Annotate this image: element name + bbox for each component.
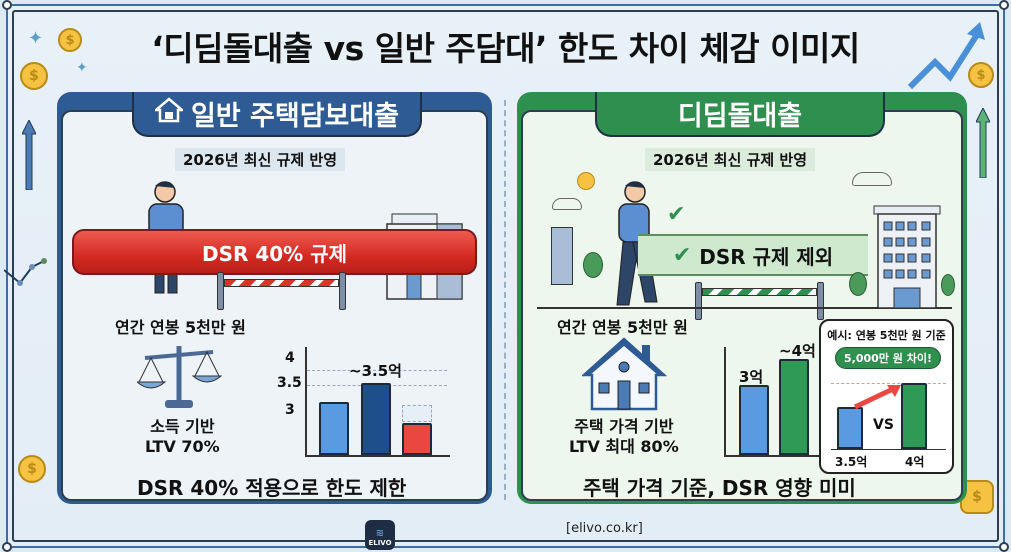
gate-post xyxy=(217,272,224,310)
arrow-up-icon xyxy=(21,118,37,191)
basis-line1: 소득 기반 xyxy=(150,417,215,436)
dsr-exempt-label: DSR 규제 제외 xyxy=(699,244,834,269)
panel-subtitle: 2026년 최신 규제 반영 xyxy=(175,148,346,171)
basis-line1: 주택 가격 기반 xyxy=(574,417,674,436)
bar xyxy=(739,385,769,455)
cloud-icon xyxy=(852,172,892,186)
x-axis xyxy=(305,455,450,457)
sparkle-icon: ✦ xyxy=(76,60,88,76)
panel-summary: 주택 가격 기준, DSR 영향 미미 xyxy=(583,476,856,500)
bar xyxy=(319,402,349,455)
bar xyxy=(779,359,809,455)
gate-post xyxy=(339,272,346,310)
corner-dot xyxy=(999,0,1009,10)
bar xyxy=(402,423,432,455)
y-tick: 3.5 xyxy=(277,375,302,391)
bar xyxy=(361,383,391,455)
salary-caption: 연간 연봉 5천만 원 xyxy=(115,318,246,337)
logo-mark-icon: ≋ xyxy=(375,528,385,539)
callout-title: 예시: 연봉 5천만 원 기준 xyxy=(827,329,946,342)
basis-caption: 주택 가격 기반 LTV 최대 80% xyxy=(569,417,679,457)
tree-icon xyxy=(941,274,955,296)
coin-icon: $ xyxy=(968,62,994,88)
trend-arrow-icon xyxy=(905,22,985,96)
grid-line xyxy=(831,383,946,384)
bar xyxy=(837,407,863,449)
arrow-up-icon xyxy=(975,106,991,179)
basis-line2: LTV 최대 80% xyxy=(569,437,679,456)
panel-subtitle: 2026년 최신 규제 반영 xyxy=(645,148,816,171)
gate-post xyxy=(695,282,702,320)
example-callout: 예시: 연봉 5천만 원 기준 5,000만 원 차이! VS 3.5억 4억 xyxy=(819,319,954,474)
x-axis xyxy=(831,449,946,450)
dsr-exempt-band: ✔ DSR 규제 제외 xyxy=(638,234,868,276)
footer-url: [elivo.co.kr] xyxy=(566,521,643,536)
basis-caption: 소득 기반 LTV 70% xyxy=(145,417,220,457)
sun-icon xyxy=(577,172,595,190)
line-chart-icon xyxy=(3,255,49,299)
coin-icon: $ xyxy=(20,62,48,90)
dsr-barrier: DSR 40% 규제 xyxy=(72,229,477,275)
basis-line2: LTV 70% xyxy=(145,437,220,456)
cloud-icon xyxy=(552,198,582,210)
logo-text: ELIVO xyxy=(368,539,392,547)
ghost-bar xyxy=(402,405,432,422)
house-icon xyxy=(152,97,186,130)
building-icon xyxy=(872,202,942,314)
panel-header-label: 디딤돌대출 xyxy=(677,101,803,132)
check-icon: ✔ xyxy=(667,202,686,227)
panel-summary: DSR 40% 적용으로 한도 제한 xyxy=(137,476,407,500)
tree-icon xyxy=(583,252,603,278)
corner-dot xyxy=(999,542,1009,552)
bar xyxy=(901,383,927,449)
y-tick: 3 xyxy=(285,402,295,418)
panel-header-label: 일반 주택담보대출 xyxy=(190,101,400,132)
coin-icon: $ xyxy=(18,455,46,483)
salary-caption: 연간 연봉 5천만 원 xyxy=(557,318,688,337)
tree-icon xyxy=(849,272,867,296)
house-icon xyxy=(580,337,668,416)
didimdol-panel: 디딤돌대출 2026년 최신 규제 반영 ✔ ✔ DSR 규제 제외 연간 연봉… xyxy=(517,92,967,504)
ground-line xyxy=(537,307,952,309)
gate-bar xyxy=(702,288,817,296)
general-mortgage-panel: 일반 주택담보대출 2026년 최신 규제 반영 DSR 40% 규제 연간 연… xyxy=(57,92,492,504)
vs-label: VS xyxy=(873,417,894,433)
difference-badge: 5,000만 원 차이! xyxy=(835,347,941,369)
gate-post xyxy=(817,282,824,320)
corner-dot xyxy=(2,542,12,552)
door-icon xyxy=(551,227,573,285)
panel-header: 일반 주택담보대출 xyxy=(132,92,422,137)
inner-frame xyxy=(12,10,999,542)
scale-icon xyxy=(135,342,223,416)
divider xyxy=(504,100,506,500)
panel-header: 디딤돌대출 xyxy=(595,92,885,137)
sparkle-icon: ✦ xyxy=(28,28,44,49)
bar-annotation: ~3.5억 xyxy=(349,362,402,380)
arrow-icon xyxy=(853,383,903,415)
callout-label: 3.5억 xyxy=(835,455,868,469)
page-title: ‘디딤돌대출 vs 일반 주담대’ 한도 차이 체감 이미지 xyxy=(151,29,860,68)
bar-label: 3억 xyxy=(739,368,764,386)
y-axis xyxy=(305,347,307,457)
corner-dot xyxy=(2,0,12,10)
x-axis xyxy=(724,455,834,457)
check-icon: ✔ xyxy=(672,242,692,268)
gate-bar xyxy=(224,279,339,287)
coin-icon: $ xyxy=(58,28,82,52)
y-axis xyxy=(724,347,726,457)
grid-line xyxy=(307,370,447,371)
y-tick: 4 xyxy=(285,350,295,366)
bar-label: ~4억 xyxy=(779,342,816,360)
elivo-logo: ≋ ELIVO xyxy=(365,520,395,550)
callout-label: 4억 xyxy=(905,455,925,469)
